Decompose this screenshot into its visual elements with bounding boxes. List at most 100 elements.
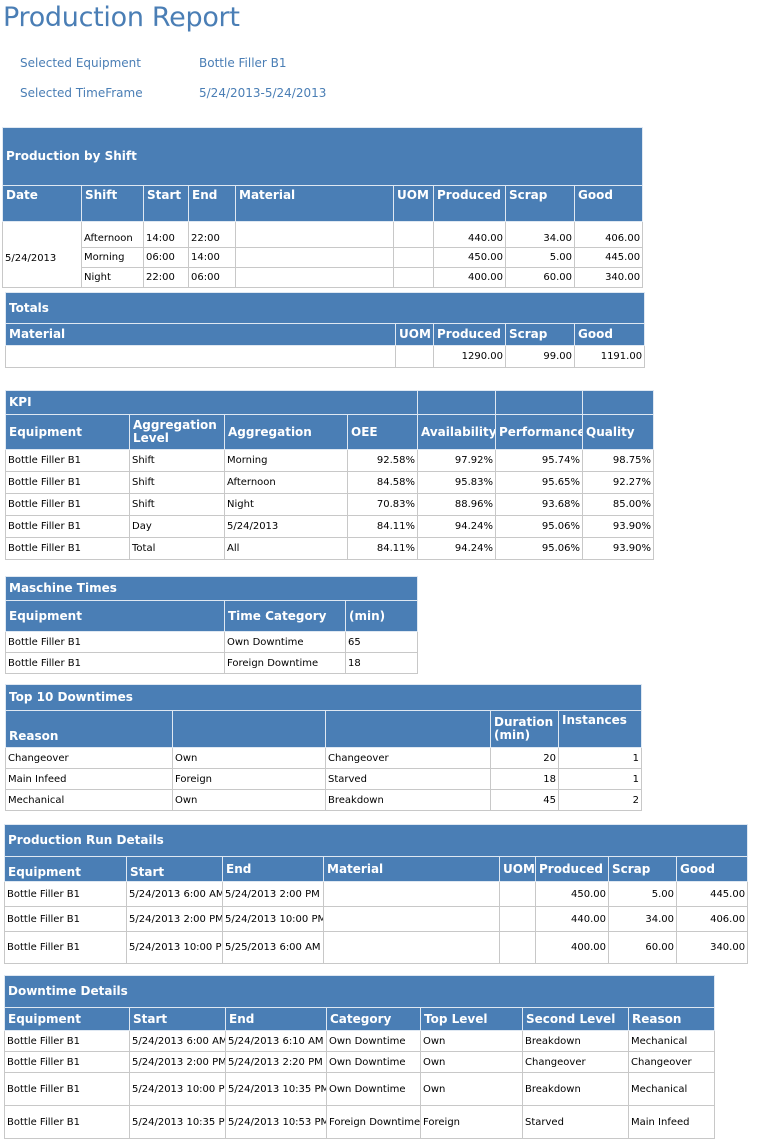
table-cell: 18 bbox=[490, 768, 559, 790]
table-cell: Own bbox=[172, 789, 326, 811]
table-cell: 5/24/2013 2:20 PM bbox=[225, 1051, 327, 1073]
table-cell: 406.00 bbox=[573, 221, 644, 248]
table-cell: 440.00 bbox=[433, 221, 506, 248]
column-header: Instances bbox=[557, 710, 643, 748]
table-cell bbox=[235, 247, 394, 268]
table-cell: 95.06% bbox=[495, 537, 583, 560]
table-cell: Own Downtime bbox=[326, 1072, 421, 1106]
table-cell: Mechanical bbox=[627, 1072, 716, 1106]
column-header: Second Level bbox=[522, 1007, 629, 1031]
table-row: Morning 06:00 14:00 450.00 5.00 445.00 bbox=[3, 247, 644, 268]
table-cell: Own bbox=[172, 747, 326, 769]
column-header: UOM bbox=[499, 856, 536, 882]
table-cell: 22:00 bbox=[143, 267, 189, 288]
table-row: Main Infeed Foreign Starved 18 1 bbox=[5, 768, 643, 790]
table-cell: 98.75% bbox=[582, 449, 654, 472]
table-cell: Main Infeed bbox=[627, 1105, 716, 1139]
table-cell bbox=[235, 267, 394, 288]
column-header: Shift bbox=[81, 185, 144, 222]
column-header: Produced bbox=[535, 856, 609, 882]
table-cell: 5/24/2013 2:00 PM bbox=[129, 1051, 226, 1073]
production-run-details-title: Production Run Details bbox=[3, 824, 749, 857]
table-cell: 5.00 bbox=[505, 247, 575, 268]
column-header: (min) bbox=[344, 600, 419, 632]
table-cell: Breakdown bbox=[522, 1030, 629, 1052]
table-row: Changeover Own Changeover 20 1 bbox=[5, 747, 643, 769]
column-header: End bbox=[222, 856, 324, 882]
table-cell: 5/24/2013 6:10 AM bbox=[225, 1030, 327, 1052]
table-cell: 340.00 bbox=[573, 267, 644, 288]
table-cell: 93.90% bbox=[582, 515, 654, 538]
column-header: Equipment bbox=[4, 1007, 130, 1031]
table-cell: 95.83% bbox=[417, 471, 496, 494]
header-spacer bbox=[417, 390, 496, 415]
table-cell: Own Downtime bbox=[224, 631, 346, 653]
table-cell: 84.11% bbox=[347, 515, 418, 538]
column-header: Produced bbox=[433, 323, 506, 346]
table-cell: Bottle Filler B1 bbox=[4, 881, 127, 907]
shift-date: 5/24/2013 bbox=[2, 221, 82, 288]
table-cell: Bottle Filler B1 bbox=[4, 1072, 130, 1106]
table-row: 5/24/2013 Afternoon 14:00 22:00 440.00 3… bbox=[2, 221, 644, 288]
table-cell: 14:00 bbox=[188, 247, 236, 268]
totals-table: Totals Material UOM Produced Scrap Good … bbox=[4, 292, 646, 368]
table-cell bbox=[395, 345, 434, 368]
column-header: Performance bbox=[495, 414, 583, 450]
table-cell: Own Downtime bbox=[326, 1051, 421, 1073]
table-cell: Foreign Downtime bbox=[326, 1105, 421, 1139]
table-cell: Foreign bbox=[172, 768, 326, 790]
table-cell: Changeover bbox=[325, 747, 491, 769]
table-cell: Afternoon bbox=[81, 221, 144, 248]
column-header: Produced bbox=[433, 185, 506, 222]
table-cell bbox=[235, 221, 394, 248]
kpi-table: KPI Equipment Aggregation Level Aggregat… bbox=[5, 390, 654, 560]
table-cell: Day bbox=[129, 515, 225, 538]
column-header: Reason bbox=[5, 710, 173, 748]
table-cell: 445.00 bbox=[573, 247, 644, 268]
selected-equipment-label: Selected Equipment bbox=[20, 56, 141, 70]
top-downtimes-table: Top 10 Downtimes Reason Duration (min) I… bbox=[4, 684, 643, 811]
table-cell: Bottle Filler B1 bbox=[4, 1030, 130, 1052]
table-cell: Own bbox=[420, 1051, 523, 1073]
table-row: Mechanical Own Breakdown 45 2 bbox=[5, 789, 643, 811]
column-header: Scrap bbox=[505, 185, 575, 222]
table-cell: 06:00 bbox=[188, 267, 236, 288]
table-row: Bottle Filler B1 5/24/2013 10:00 PM 5/24… bbox=[4, 1072, 716, 1106]
table-cell: Own Downtime bbox=[326, 1030, 421, 1052]
column-header: End bbox=[188, 185, 236, 222]
column-header bbox=[172, 710, 326, 748]
table-cell: 99.00 bbox=[505, 345, 575, 368]
table-cell: 14:00 bbox=[143, 221, 189, 248]
table-cell: 93.90% bbox=[582, 537, 654, 560]
table-cell: Shift bbox=[129, 493, 225, 516]
table-cell: 95.06% bbox=[495, 515, 583, 538]
table-cell: 5/24/2013 6:00 AM bbox=[126, 881, 223, 907]
table-cell bbox=[393, 267, 434, 288]
table-cell: 5/24/2013 bbox=[224, 515, 348, 538]
header-spacer bbox=[582, 390, 654, 415]
table-cell: Bottle Filler B1 bbox=[5, 631, 225, 653]
column-header: Reason bbox=[627, 1007, 716, 1031]
table-row: Bottle Filler B1 5/24/2013 6:00 AM 5/24/… bbox=[4, 881, 749, 907]
table-cell: 1 bbox=[557, 768, 643, 790]
production-by-shift-title: Production by Shift bbox=[1, 127, 644, 186]
table-cell: Main Infeed bbox=[5, 768, 173, 790]
column-header: Material bbox=[323, 856, 500, 882]
table-cell: Own bbox=[420, 1030, 523, 1052]
table-cell: 5/25/2013 6:00 AM bbox=[222, 931, 324, 964]
top-downtimes-title: Top 10 Downtimes bbox=[4, 684, 643, 711]
table-cell: Bottle Filler B1 bbox=[4, 906, 127, 932]
table-cell: 84.58% bbox=[347, 471, 418, 494]
table-cell: 95.65% bbox=[495, 471, 583, 494]
table-cell bbox=[323, 881, 500, 907]
column-header: Material bbox=[5, 323, 396, 346]
column-header: Equipment bbox=[4, 856, 127, 882]
table-cell bbox=[499, 881, 536, 907]
selected-timeframe-label: Selected TimeFrame bbox=[20, 86, 143, 100]
table-cell: Shift bbox=[129, 471, 225, 494]
table-cell: 06:00 bbox=[143, 247, 189, 268]
table-row: Bottle Filler B1 Shift Afternoon 84.58% … bbox=[5, 471, 654, 494]
table-cell: 60.00 bbox=[608, 931, 677, 964]
table-cell: Morning bbox=[224, 449, 348, 472]
table-row: Bottle Filler B1 Shift Morning 92.58% 97… bbox=[5, 449, 654, 472]
